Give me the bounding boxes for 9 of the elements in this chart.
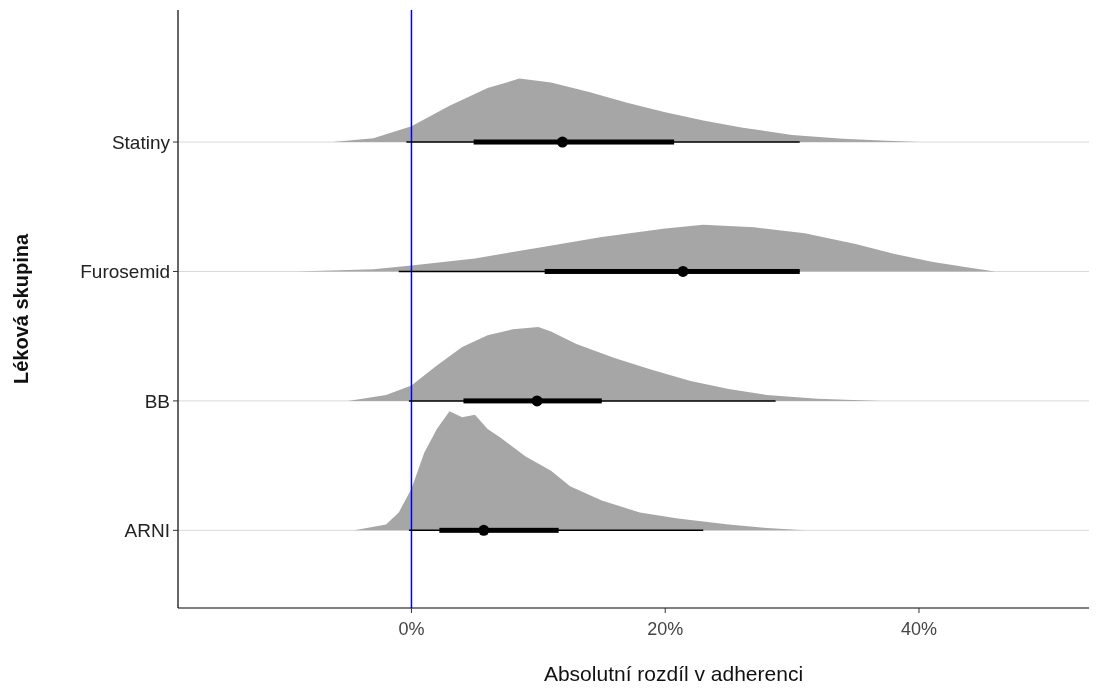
y-axis-title: Léková skupina bbox=[10, 233, 32, 385]
y-tick-label: Furosemid bbox=[80, 261, 170, 283]
x-tick-label: 40% bbox=[900, 619, 937, 639]
y-tick-label: BB bbox=[144, 390, 170, 412]
y-tick-label: ARNI bbox=[124, 519, 170, 541]
x-tick-label: 20% bbox=[647, 619, 684, 639]
x-tick-label: 0% bbox=[398, 619, 425, 639]
y-tick-label: Statiny bbox=[111, 131, 171, 153]
x-axis-title: Absolutní rozdíl v adherenci bbox=[543, 662, 804, 685]
